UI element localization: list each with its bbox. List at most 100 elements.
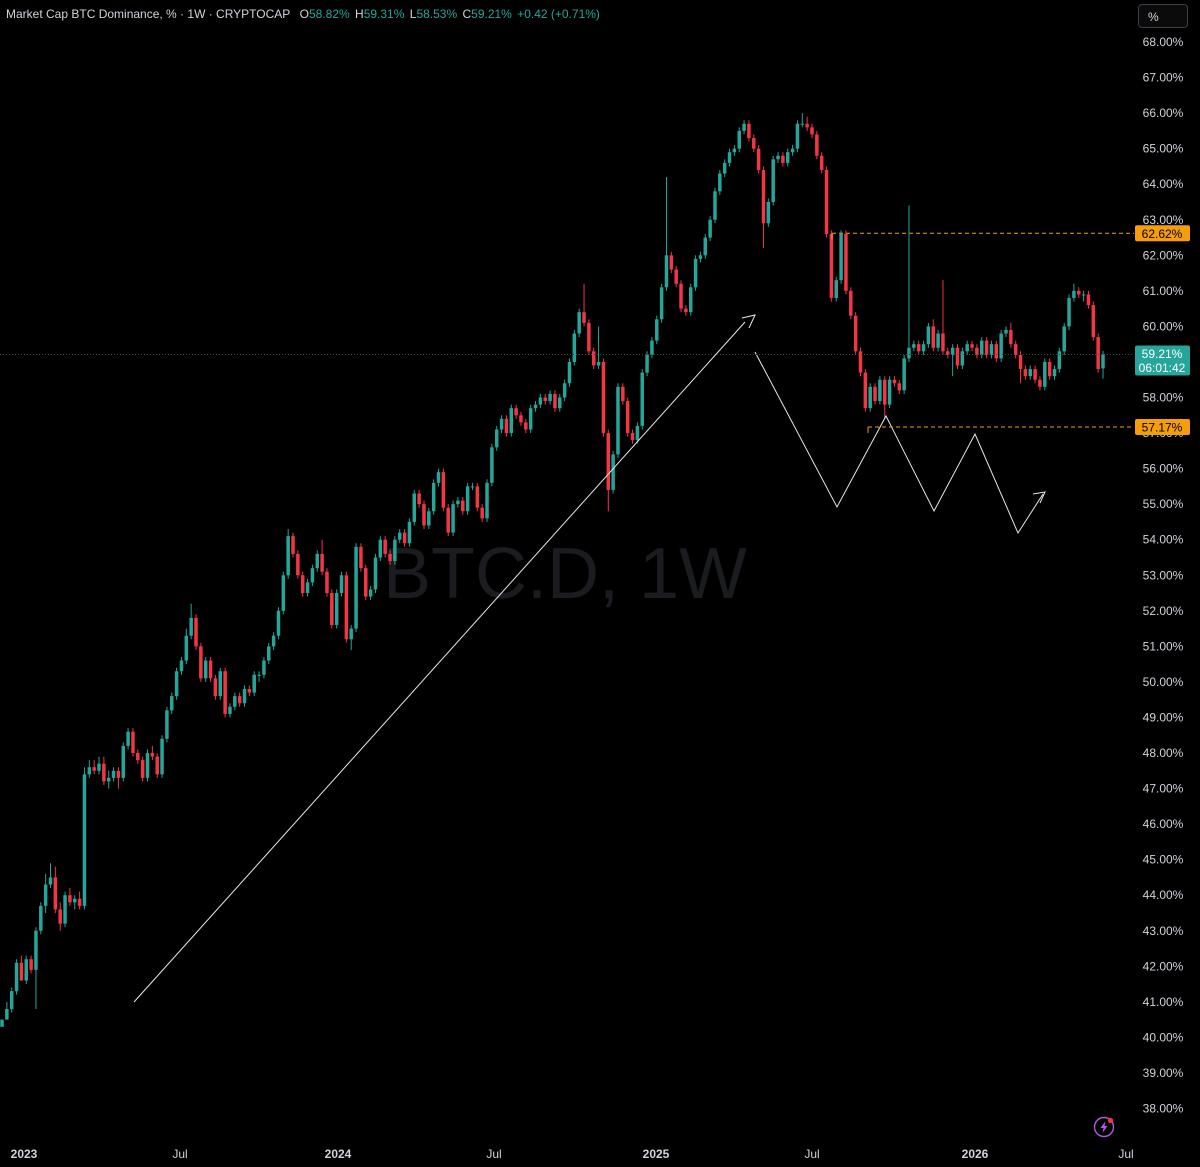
candle-body — [858, 351, 863, 373]
candle-body — [625, 401, 630, 434]
candle — [82, 767, 87, 910]
candle-body — [73, 898, 77, 903]
candle — [475, 482, 480, 512]
candle — [1101, 350, 1105, 379]
current-price-tag — [1135, 345, 1190, 376]
price-tick-label: 47.00% — [1143, 782, 1184, 796]
price-tick-label: 53.00% — [1143, 568, 1184, 582]
candle — [490, 443, 494, 487]
level-tag-label: 62.62% — [1142, 227, 1183, 241]
candle-body — [766, 201, 771, 224]
candle — [669, 251, 674, 274]
candle — [824, 166, 829, 238]
symbol-title[interactable]: Market Cap BTC Dominance, % · 1W · CRYPT… — [6, 7, 291, 21]
candle — [533, 401, 538, 412]
candle — [102, 756, 106, 785]
candle-body — [184, 635, 189, 661]
projection-path[interactable] — [754, 351, 1044, 535]
price-tick-label: 44.00% — [1143, 888, 1184, 902]
candle — [0, 1019, 4, 1027]
candle — [907, 205, 911, 362]
candles-group — [0, 113, 1105, 1027]
candle-body — [674, 269, 678, 284]
percent-scale-button[interactable]: % — [1138, 4, 1188, 28]
price-axis[interactable]: 68.00% 67.00% 66.00% 65.00% 64.00% 63.00% 62.0… — [1143, 35, 1184, 1116]
candle — [1043, 358, 1047, 391]
candle — [882, 376, 887, 419]
candle — [761, 166, 766, 249]
candle — [829, 230, 834, 302]
candle-body — [1047, 361, 1052, 377]
candle — [553, 390, 557, 412]
candle — [936, 329, 940, 352]
candle — [1091, 301, 1096, 341]
candle-body — [902, 358, 906, 391]
candle-body — [528, 408, 533, 430]
candle-body — [805, 123, 809, 128]
candle-body — [199, 646, 203, 679]
candle — [805, 116, 809, 131]
candle-body — [800, 123, 805, 125]
candle-body — [1057, 351, 1062, 370]
trend-line[interactable] — [133, 321, 746, 1003]
candle-body — [165, 710, 169, 739]
candle-body — [276, 610, 281, 636]
candle-body — [407, 521, 412, 544]
candle — [111, 767, 116, 782]
candle — [281, 571, 286, 615]
candle-body — [548, 393, 552, 402]
candle-body — [436, 472, 441, 483]
candle — [174, 667, 179, 700]
candle-body — [1028, 369, 1032, 377]
candle — [524, 418, 528, 434]
candle-body — [975, 347, 979, 355]
candle — [43, 873, 48, 913]
candle — [693, 255, 698, 291]
candle-body — [388, 553, 392, 562]
candle — [194, 614, 198, 650]
candle-body — [19, 962, 24, 981]
candle-body — [979, 340, 984, 355]
candle-body — [882, 379, 887, 405]
candle-body — [378, 539, 383, 558]
candle — [742, 120, 746, 135]
candle — [233, 692, 237, 711]
candle-body — [456, 500, 460, 505]
candle-body — [271, 635, 276, 647]
close-value: 59.21% — [471, 7, 512, 21]
candle — [664, 177, 669, 291]
candle-body — [960, 351, 965, 366]
time-axis[interactable]: 2023 Jul 2024 Jul 2025 Jul 2026 Jul — [11, 1147, 1134, 1161]
candle — [48, 863, 53, 889]
candle-body — [771, 159, 775, 202]
candle-body — [912, 344, 916, 348]
lightning-icon[interactable] — [1093, 1116, 1115, 1138]
candle-body — [1018, 354, 1023, 370]
candle-body — [781, 155, 785, 163]
candle — [868, 383, 872, 412]
candle — [591, 347, 596, 370]
candle-body — [102, 763, 106, 782]
candle-body — [111, 770, 116, 778]
candle — [136, 749, 140, 764]
candle — [567, 358, 572, 387]
candle-body — [29, 959, 33, 970]
candle — [558, 393, 562, 412]
candle-body — [446, 507, 450, 533]
candle-body — [82, 774, 87, 906]
candle-body — [844, 233, 848, 291]
candle-body — [611, 454, 615, 490]
candle-body — [659, 287, 664, 320]
candle-body — [499, 418, 504, 430]
candle — [708, 216, 712, 242]
candle-body — [359, 546, 363, 569]
candle — [296, 550, 300, 579]
candle-body — [63, 895, 67, 924]
candle-body — [553, 393, 557, 409]
price-tick-label: 52.00% — [1143, 604, 1184, 618]
candle-body — [373, 557, 378, 590]
candle — [698, 251, 703, 263]
candle-body — [509, 408, 514, 434]
candle — [752, 134, 756, 153]
